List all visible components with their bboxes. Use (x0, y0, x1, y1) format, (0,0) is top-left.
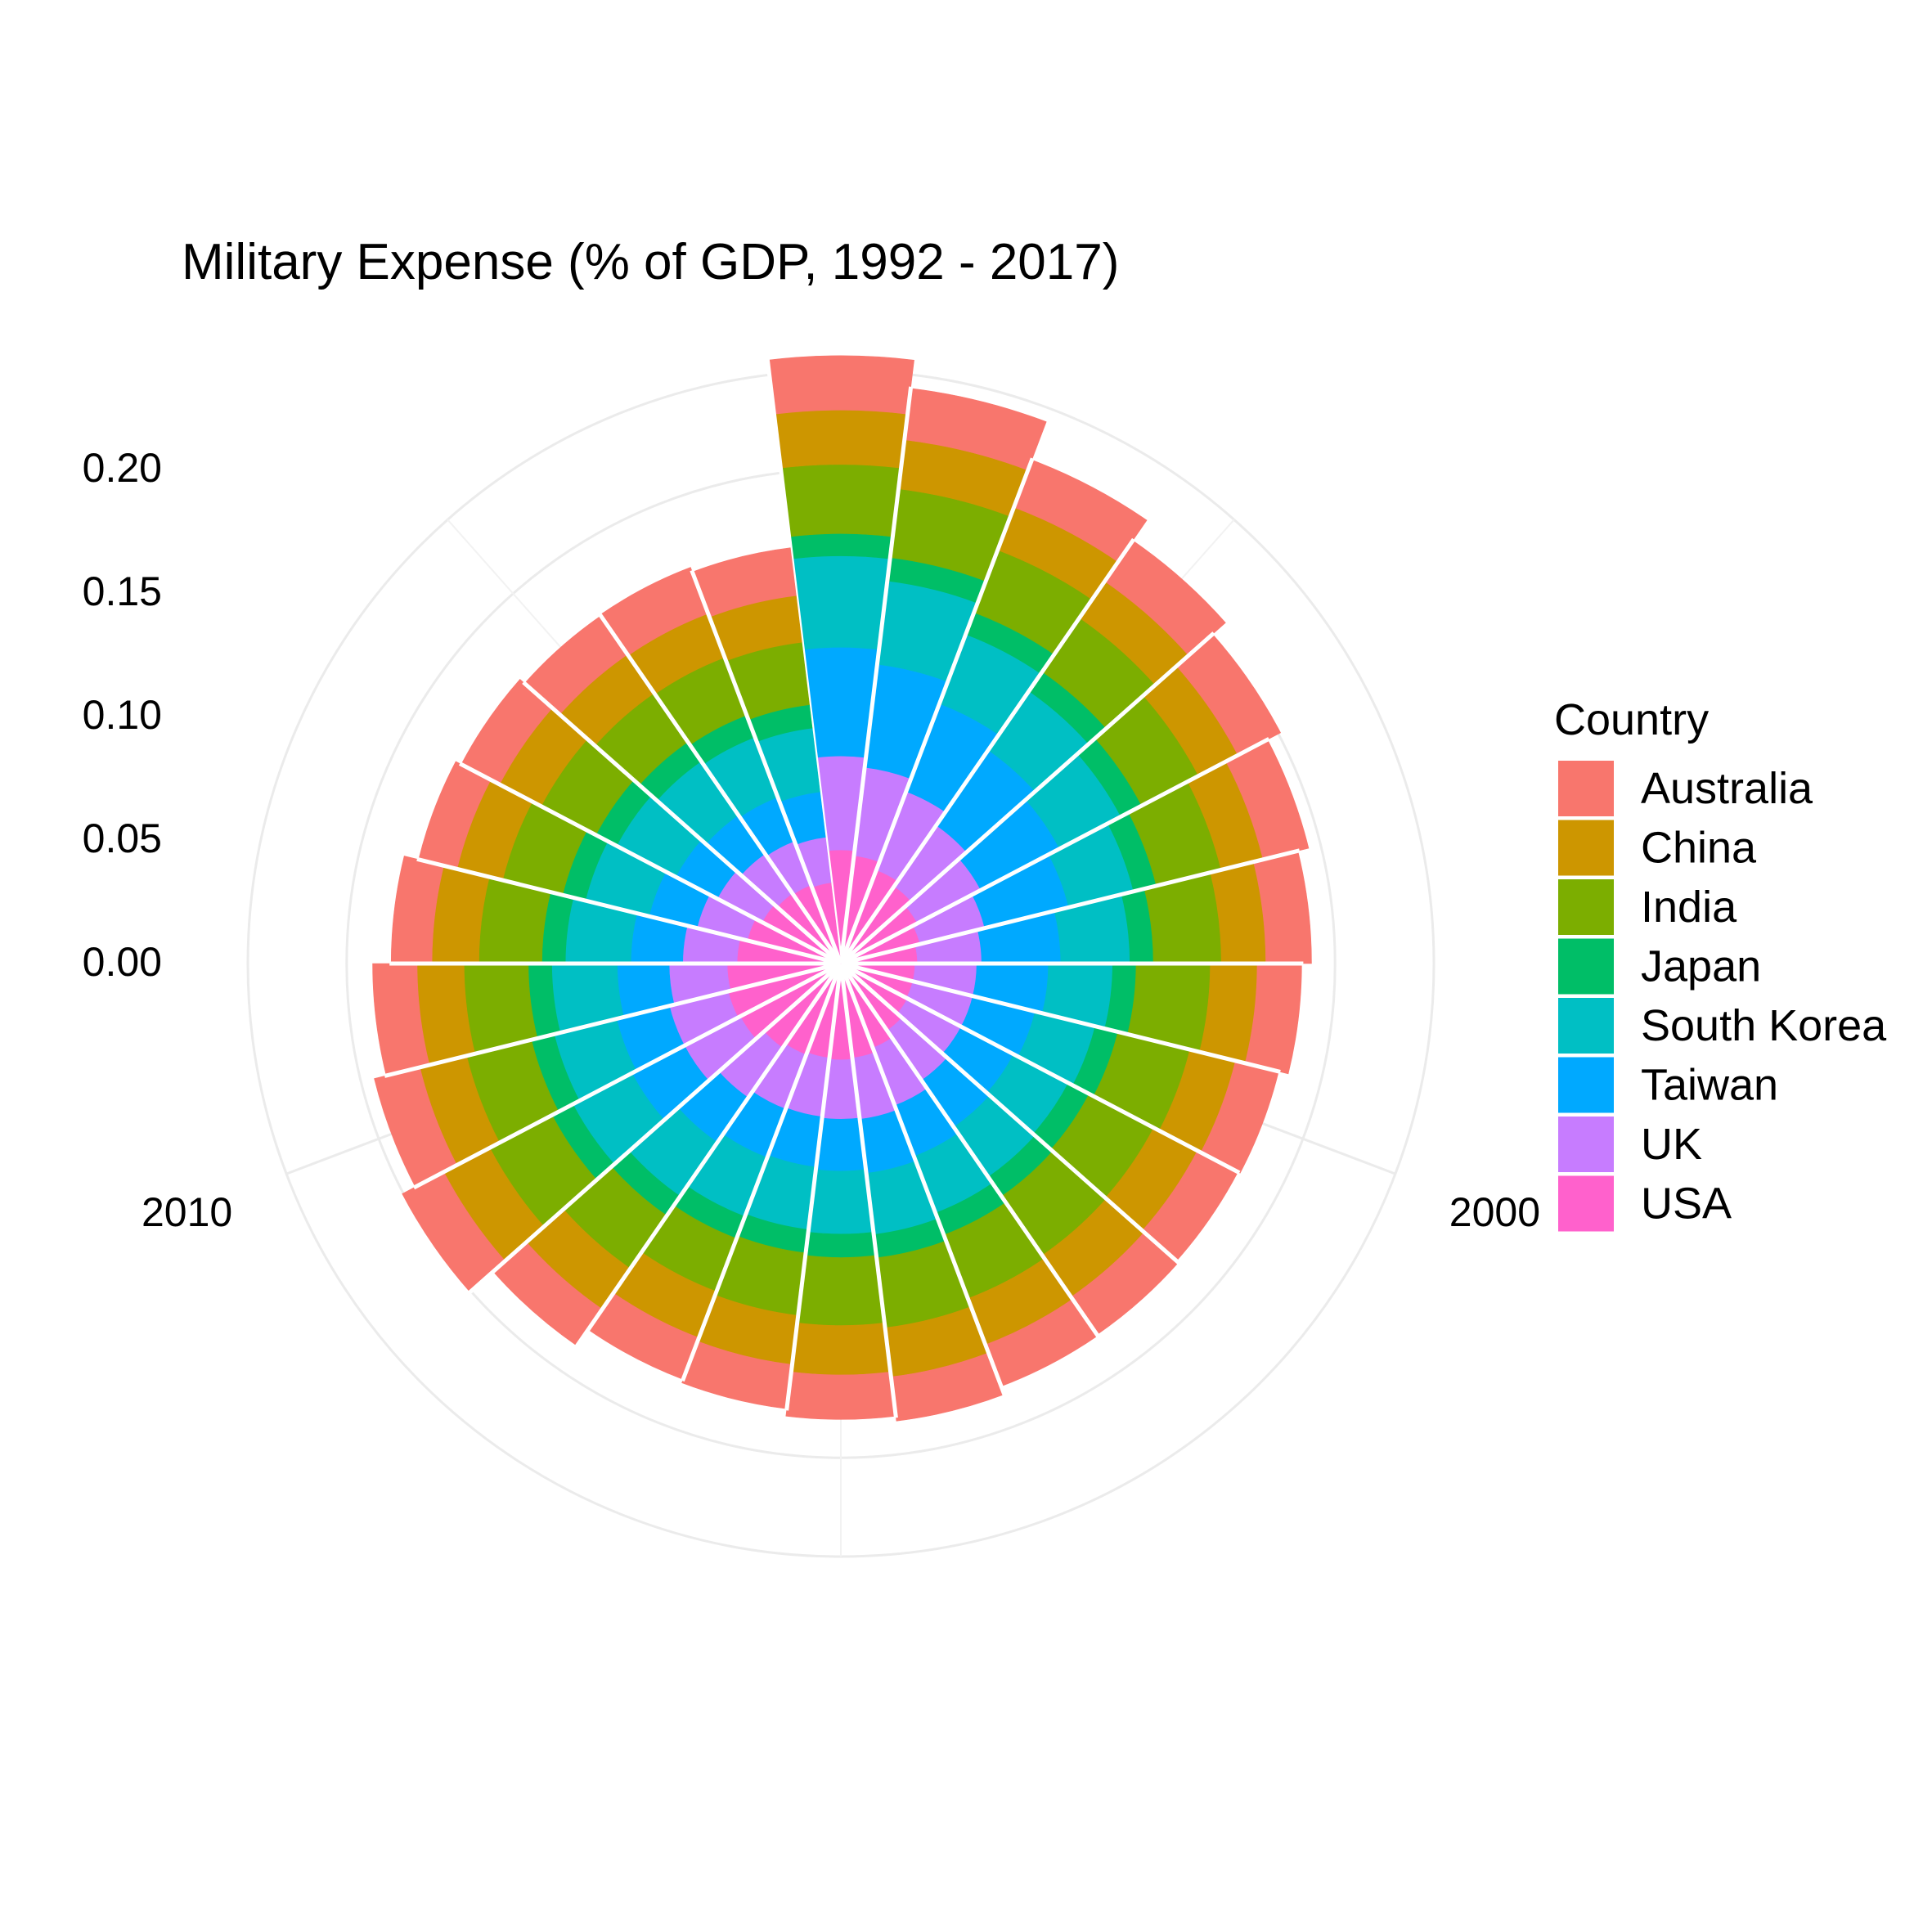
x-tick-label: 2010 (142, 1189, 232, 1235)
bar-separator (384, 961, 842, 1078)
legend-swatch-usa (1558, 1175, 1614, 1232)
bar-separator (839, 962, 1181, 1265)
y-tick-label: 0.05 (83, 815, 162, 861)
axis-layer: 0.00 0.05 0.10 0.15 0.20 2000 2010 (83, 445, 1540, 1235)
bar-segment-australia (785, 1371, 896, 1420)
legend-swatch-china (1558, 820, 1614, 876)
legend-label: China (1641, 824, 1757, 873)
bar-separator (839, 961, 1241, 1175)
bar-segment-taiwan (815, 1117, 866, 1171)
bar-segment-australia (692, 547, 797, 618)
legend-swatch-japan (1558, 938, 1614, 995)
legend-label: South Korea (1641, 1001, 1887, 1050)
bar-segment-india (780, 464, 901, 537)
bar-separator (690, 569, 843, 964)
legend-swatch-taiwan (1558, 1057, 1614, 1113)
x-tick-label: 2000 (1449, 1189, 1540, 1235)
legend-label: Australia (1641, 764, 1813, 813)
bar-separator (412, 961, 842, 1190)
bar-separator (839, 631, 1215, 965)
legend-label: Japan (1641, 942, 1761, 991)
legend-label: UK (1641, 1120, 1702, 1169)
legend-swatch-uk (1558, 1117, 1614, 1172)
bar-segment-china (774, 410, 908, 469)
bar-separator (840, 848, 1301, 966)
legend-swatch-australia (1558, 761, 1614, 816)
chart-title: Military Expense (% of GDP, 1992 - 2017) (182, 234, 1119, 290)
y-tick-label: 0.10 (83, 692, 162, 738)
bar-separator (416, 856, 842, 966)
bar-separator (574, 962, 843, 1349)
bar-separator (838, 457, 1035, 964)
bar-separator (838, 386, 914, 964)
legend-label: USA (1641, 1179, 1732, 1229)
bar-segment-china (791, 1322, 891, 1376)
bar-separator (458, 762, 842, 966)
legend-title: Country (1554, 695, 1709, 744)
bar-segment-japan (805, 1232, 877, 1258)
legend-label: Taiwan (1641, 1061, 1778, 1110)
legend-swatch-india (1558, 879, 1614, 935)
y-tick-label: 0.15 (83, 568, 162, 614)
bar-separator (838, 537, 1136, 965)
bar-separator (522, 681, 842, 965)
y-tick-label: 0.20 (83, 445, 162, 491)
legend-swatch-south-korea (1558, 998, 1614, 1054)
bar-separator (840, 961, 1281, 1074)
y-tick-label: 0.00 (83, 939, 162, 985)
bar-separator (838, 962, 1101, 1339)
legend-label: India (1641, 883, 1737, 932)
bar-segment-south-korea (807, 1169, 874, 1235)
legend: Country Australia China India Japan South Kor… (1554, 695, 1887, 1232)
bar-separator (467, 962, 842, 1295)
bar-separator (681, 963, 843, 1382)
bar-segment-australia (767, 355, 914, 415)
bar-separator (784, 963, 843, 1411)
bar-separator (839, 737, 1270, 966)
bar-segment-japan (789, 533, 893, 559)
bar-separator (838, 963, 1007, 1397)
bar-separator (597, 612, 843, 965)
bar-separator (838, 963, 898, 1418)
bar-segment-india (797, 1255, 885, 1326)
bars-layer (372, 355, 1312, 1422)
bar-segment-south-korea (791, 555, 891, 650)
